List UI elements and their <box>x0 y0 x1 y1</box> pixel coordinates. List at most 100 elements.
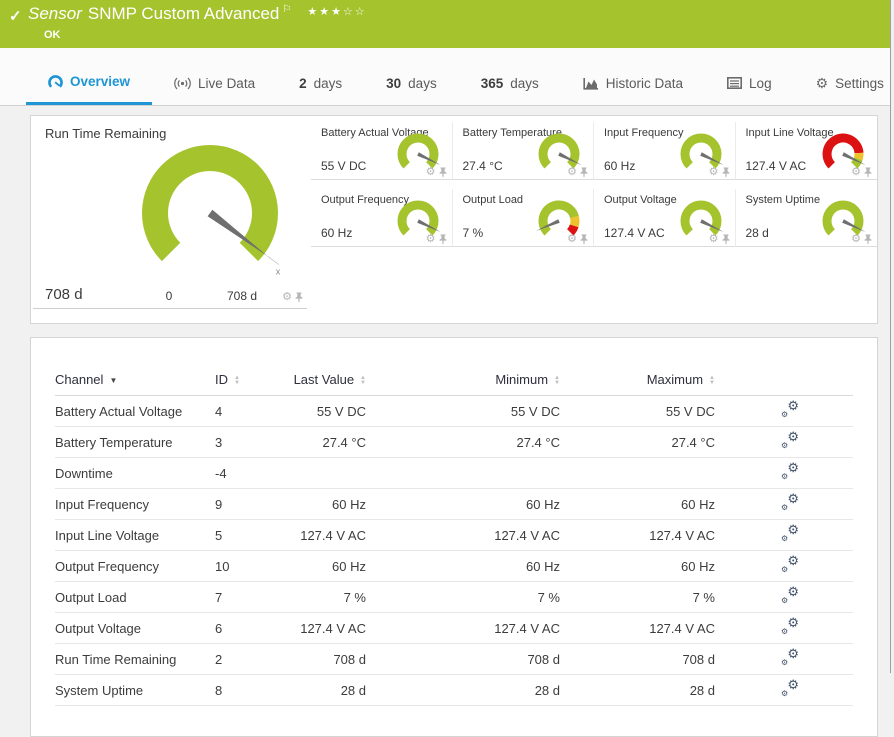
gauge <box>527 127 591 179</box>
cell-channel[interactable]: Battery Actual Voltage <box>55 395 215 427</box>
channel-settings-gears-icon[interactable]: ⚙ ⚙ <box>781 429 799 450</box>
cell-minimum <box>366 457 560 489</box>
cell-id: 9 <box>215 488 275 520</box>
table-row-run-time-remaining: Run Time Remaining 2 708 d 708 d 708 d ⚙ ⚙ <box>55 643 853 675</box>
sort-icon[interactable]: ▲ ▼ <box>234 374 240 386</box>
tab-label: Overview <box>70 74 131 89</box>
sort-icon[interactable]: ▲ ▼ <box>360 374 366 386</box>
channel-settings-gears-icon[interactable]: ⚙ ⚙ <box>781 398 799 419</box>
column-header-channel[interactable]: Channel ▼ <box>55 370 215 396</box>
pin-icon[interactable] <box>295 292 303 303</box>
table-row-system-uptime: System Uptime 8 28 d 28 d 28 d ⚙ ⚙ <box>55 674 853 706</box>
gauge-value: 60 Hz <box>321 226 353 240</box>
gear-icon[interactable]: ⚙ <box>567 166 577 178</box>
tab-30-days[interactable]: 30 days <box>364 61 459 105</box>
gauges-panel: Run Time Remaining x 0 708 d 708 d ⚙ Bat… <box>30 115 878 324</box>
gear-icon[interactable]: ⚙ <box>708 233 719 245</box>
tab-live-data[interactable]: Live Data <box>152 61 277 105</box>
cell-channel[interactable]: System Uptime <box>55 674 215 706</box>
cell-maximum: 60 Hz <box>560 488 715 520</box>
cell-channel[interactable]: Output Voltage <box>55 612 215 644</box>
sort-icon[interactable]: ▲ ▼ <box>554 374 560 386</box>
cell-channel[interactable]: Output Frequency <box>55 550 215 582</box>
cell-channel[interactable]: Battery Temperature <box>55 426 215 458</box>
cell-channel[interactable]: Output Load <box>55 581 215 613</box>
gauge <box>527 194 591 246</box>
column-header-min[interactable]: Minimum ▲ ▼ <box>366 370 560 396</box>
gauge-card-output-load: Output Load 7 % ⚙ <box>452 189 594 247</box>
scrollbar-track[interactable] <box>890 0 894 673</box>
gauge-value: 27.4 °C <box>462 159 503 173</box>
cell-channel[interactable]: Input Frequency <box>55 488 215 520</box>
gauge-title: Input Frequency <box>604 127 684 139</box>
cell-id: 2 <box>215 643 275 675</box>
gear-icon[interactable]: ⚙ <box>567 233 577 245</box>
tab-historic-data[interactable]: Historic Data <box>561 61 705 105</box>
flag-icon[interactable]: ⚐ <box>282 4 292 15</box>
tab-label-number: 2 <box>299 75 307 91</box>
tab-overview[interactable]: Overview <box>26 61 153 105</box>
cell-maximum: 27.4 °C <box>560 426 715 458</box>
gauge-value: 127.4 V AC <box>745 159 807 173</box>
channel-settings-gears-icon[interactable]: ⚙ ⚙ <box>781 677 799 698</box>
small-gauges-grid: Battery Actual Voltage 55 V DC ⚙ Battery Te… <box>311 122 877 247</box>
cell-channel[interactable]: Input Line Voltage <box>55 519 215 551</box>
gear-icon[interactable]: ⚙ <box>708 166 719 178</box>
tab-2-days[interactable]: 2 days <box>277 61 364 105</box>
cell-channel[interactable]: Run Time Remaining <box>55 643 215 675</box>
tab-365-days[interactable]: 365 days <box>459 61 561 105</box>
gear-icon[interactable]: ⚙ <box>425 166 436 178</box>
tab-settings[interactable]: ⚙ Settings <box>794 61 894 105</box>
status-badge: OK <box>44 29 61 41</box>
gauge-value: 60 Hz <box>604 159 636 173</box>
channel-settings-gears-icon[interactable]: ⚙ ⚙ <box>781 491 799 512</box>
column-header-id[interactable]: ID ▲ ▼ <box>215 370 275 396</box>
pin-icon[interactable] <box>722 167 730 178</box>
cell-minimum: 708 d <box>366 643 560 675</box>
gauge-icon <box>48 74 63 89</box>
channel-settings-gears-icon[interactable]: ⚙ ⚙ <box>781 460 799 481</box>
pin-icon[interactable] <box>580 234 588 245</box>
pin-icon[interactable] <box>439 234 447 245</box>
pin-icon[interactable] <box>864 234 872 245</box>
tab-label-number: 365 <box>480 75 504 91</box>
sort-desc-icon[interactable]: ▼ <box>109 376 118 386</box>
pin-icon[interactable] <box>864 167 872 178</box>
cell-last-value: 708 d <box>275 643 366 675</box>
sensor-status-header: ✓ Sensor SNMP Custom Advanced ⚐ ★★★☆☆ OK <box>0 0 894 48</box>
channel-settings-gears-icon[interactable]: ⚙ ⚙ <box>781 646 799 667</box>
tab-label-number: 30 <box>386 75 402 91</box>
gauge-title: Battery Actual Voltage <box>321 127 429 139</box>
tab-log[interactable]: Log <box>705 61 794 105</box>
pin-icon[interactable] <box>439 167 447 178</box>
primary-gauge-card: Run Time Remaining x 0 708 d 708 d ⚙ <box>31 116 311 323</box>
primary-gauge-value: 708 d <box>45 286 83 303</box>
channel-settings-gears-icon[interactable]: ⚙ ⚙ <box>781 553 799 574</box>
pin-icon[interactable] <box>580 167 588 178</box>
column-label: Channel <box>55 372 104 387</box>
gear-icon[interactable]: ⚙ <box>425 233 436 245</box>
sort-icon[interactable]: ▲ ▼ <box>709 374 715 386</box>
channel-settings-gears-icon[interactable]: ⚙ ⚙ <box>781 615 799 636</box>
gear-icon[interactable]: ⚙ <box>282 291 292 303</box>
pin-icon[interactable] <box>722 234 730 245</box>
channels-table-panel: Channel ▼ ID ▲ ▼ Last Value ▲ ▼ Minimum ▲ ▼ Maximum… <box>30 337 878 737</box>
svg-text:x: x <box>276 267 281 277</box>
column-header-max[interactable]: Maximum ▲ ▼ <box>560 370 715 396</box>
channel-settings-gears-icon[interactable]: ⚙ ⚙ <box>781 522 799 543</box>
channel-settings-gears-icon[interactable]: ⚙ ⚙ <box>781 584 799 605</box>
column-header-last[interactable]: Last Value ▲ ▼ <box>275 370 366 396</box>
cell-last-value: 55 V DC <box>275 395 366 427</box>
gear-icon[interactable]: ⚙ <box>851 166 861 178</box>
gear-icon[interactable]: ⚙ <box>851 233 861 245</box>
table-row-output-voltage: Output Voltage 6 127.4 V AC 127.4 V AC 127.4… <box>55 612 853 644</box>
priority-stars[interactable]: ★★★☆☆ <box>307 6 367 18</box>
tab-label: Historic Data <box>605 75 684 91</box>
gauge-value: 127.4 V AC <box>604 226 665 240</box>
gauge-card-output-voltage: Output Voltage 127.4 V AC ⚙ <box>594 189 736 247</box>
gauge <box>811 194 875 246</box>
cell-id: 7 <box>215 581 275 613</box>
cell-maximum: 28 d <box>560 674 715 706</box>
cell-last-value: 28 d <box>275 674 366 706</box>
cell-channel[interactable]: Downtime <box>55 457 215 489</box>
